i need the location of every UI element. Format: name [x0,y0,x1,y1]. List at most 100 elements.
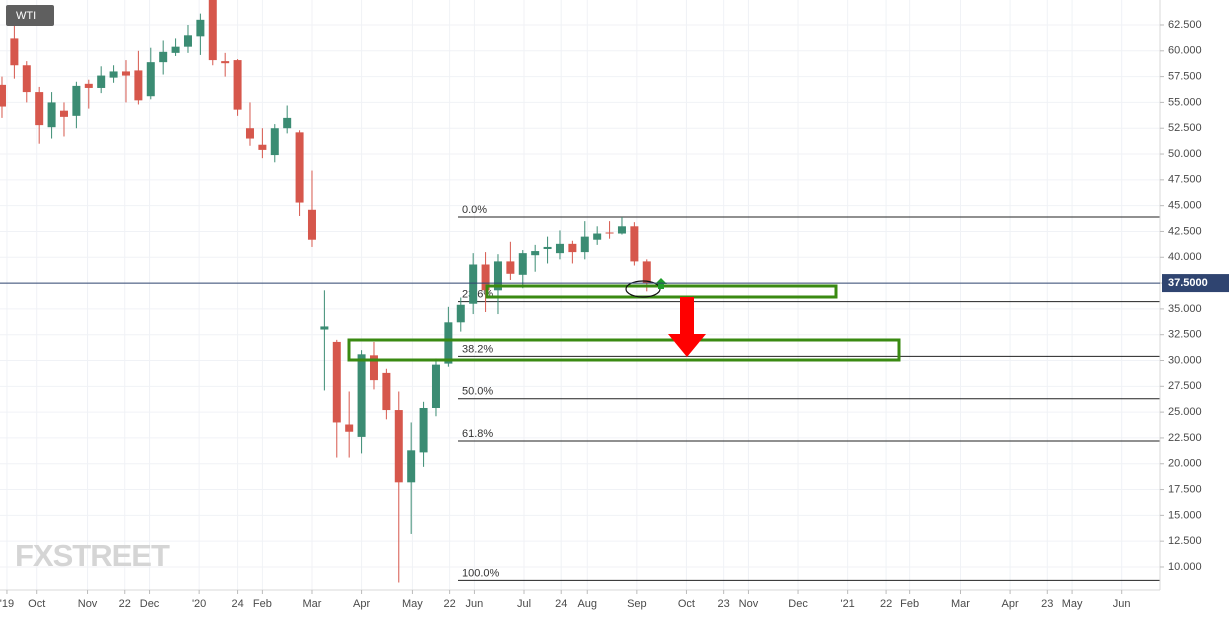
y-tick-label: 30.000 [1168,354,1202,366]
fib-label: 23.6% [462,289,493,301]
y-tick-label: 20.000 [1168,458,1202,470]
y-tick-label: 60.000 [1168,45,1202,57]
chart-title: WTI [16,10,36,22]
y-tick-label: 12.500 [1168,535,1202,547]
x-tick-label: May [1062,598,1083,610]
x-tick-label: Dec [140,598,160,610]
candle-body [320,326,329,330]
fib-label: 100.0% [462,567,500,579]
axes: 10.000 12.500 15.000 17.500 20.000 22.500 25.0… [0,19,1229,610]
candle-body [72,85,81,116]
candle-body [59,110,68,117]
x-tick-label: 22 [880,598,892,610]
candle-body [159,51,168,63]
x-tick-label: Nov [78,598,98,610]
candle-body [97,75,106,88]
candle-body [233,60,242,110]
y-tick-label: 22.500 [1168,432,1202,444]
candle-body [0,84,6,107]
candle-body [171,46,180,53]
fib-label: 61.8% [462,428,493,440]
candle-body [580,236,589,253]
candle-body [382,372,391,411]
fib-label: 0.0% [462,204,487,216]
fib-label: 38.2% [462,343,493,355]
x-tick-label: Apr [1002,598,1019,610]
fib-levels: 0.0% 23.6% 38.2% 50.0% 61.8% 100.0% [458,204,1160,581]
watermark: FXSTREET [15,538,170,573]
candle-body [357,354,366,437]
y-tick-label: 10.000 [1168,561,1202,573]
y-tick-label: 40.000 [1168,251,1202,263]
candle-body [109,71,118,78]
candle-body [10,38,19,66]
candle-body [345,424,354,432]
x-tick-label: Aug [577,598,597,610]
candle-body [642,261,651,284]
y-tick-label: 32.500 [1168,329,1202,341]
candle-body [617,226,626,234]
candle-body [121,71,130,76]
candle-body [531,251,540,256]
candle-body [146,62,155,97]
x-tick-label: 22 [443,598,455,610]
candle-body [22,65,31,93]
candle-body [469,264,478,304]
candle-body [270,128,279,156]
last-price-label: 37.5000 [1168,277,1208,289]
candle-body [543,246,552,250]
x-tick-label: May [402,598,423,610]
candle-body [394,410,403,483]
candle-body [431,364,440,408]
candle-body [518,253,527,275]
candle-body [506,261,515,274]
candle-body [555,243,564,254]
x-tick-label: 24 [231,598,243,610]
x-tick-label: Nov [739,598,759,610]
candle-body [245,128,254,139]
candle-body [568,243,577,253]
y-tick-label: 57.500 [1168,71,1202,83]
title-box [6,5,54,26]
y-tick-label: 52.500 [1168,122,1202,134]
fib-label: 50.0% [462,386,493,398]
candle-body [134,70,143,101]
x-tick-label: Jul [517,598,531,610]
candle-body [258,144,267,150]
y-tick-label: 50.000 [1168,148,1202,160]
x-tick-label: Oct [678,598,695,610]
annotations [347,278,901,362]
x-tick-label: 23 [1041,598,1053,610]
candle-body [307,209,316,240]
x-tick-label: Jun [466,598,484,610]
y-tick-label: 42.500 [1168,225,1202,237]
x-tick-label: Feb [900,598,919,610]
candle-body [481,264,490,291]
candle-body [47,102,56,128]
y-tick-label: 62.500 [1168,19,1202,31]
candle-body [456,304,465,323]
y-tick-label: 25.000 [1168,406,1202,418]
candle-body [332,341,341,423]
x-tick-label: Mar [951,598,970,610]
y-tick-label: 27.500 [1168,380,1202,392]
x-tick-label: Feb [253,598,272,610]
candles [0,0,651,583]
candle-body [295,132,304,203]
x-tick-label: Dec [788,598,808,610]
candle-body [208,0,217,61]
candle-body [630,226,639,262]
y-tick-label: 47.500 [1168,174,1202,186]
last-price-box [1162,274,1229,293]
y-tick-label: 15.000 [1168,509,1202,521]
candle-body [605,232,614,234]
y-tick-label: 17.500 [1168,483,1202,495]
x-tick-label: Jun [1113,598,1131,610]
candle-body [283,117,292,129]
x-tick-label: Oct [28,598,45,610]
x-tick-label: Apr [353,598,370,610]
candle-body [84,83,93,88]
candle-body [35,92,44,126]
x-tick-label: '21 [840,598,854,610]
